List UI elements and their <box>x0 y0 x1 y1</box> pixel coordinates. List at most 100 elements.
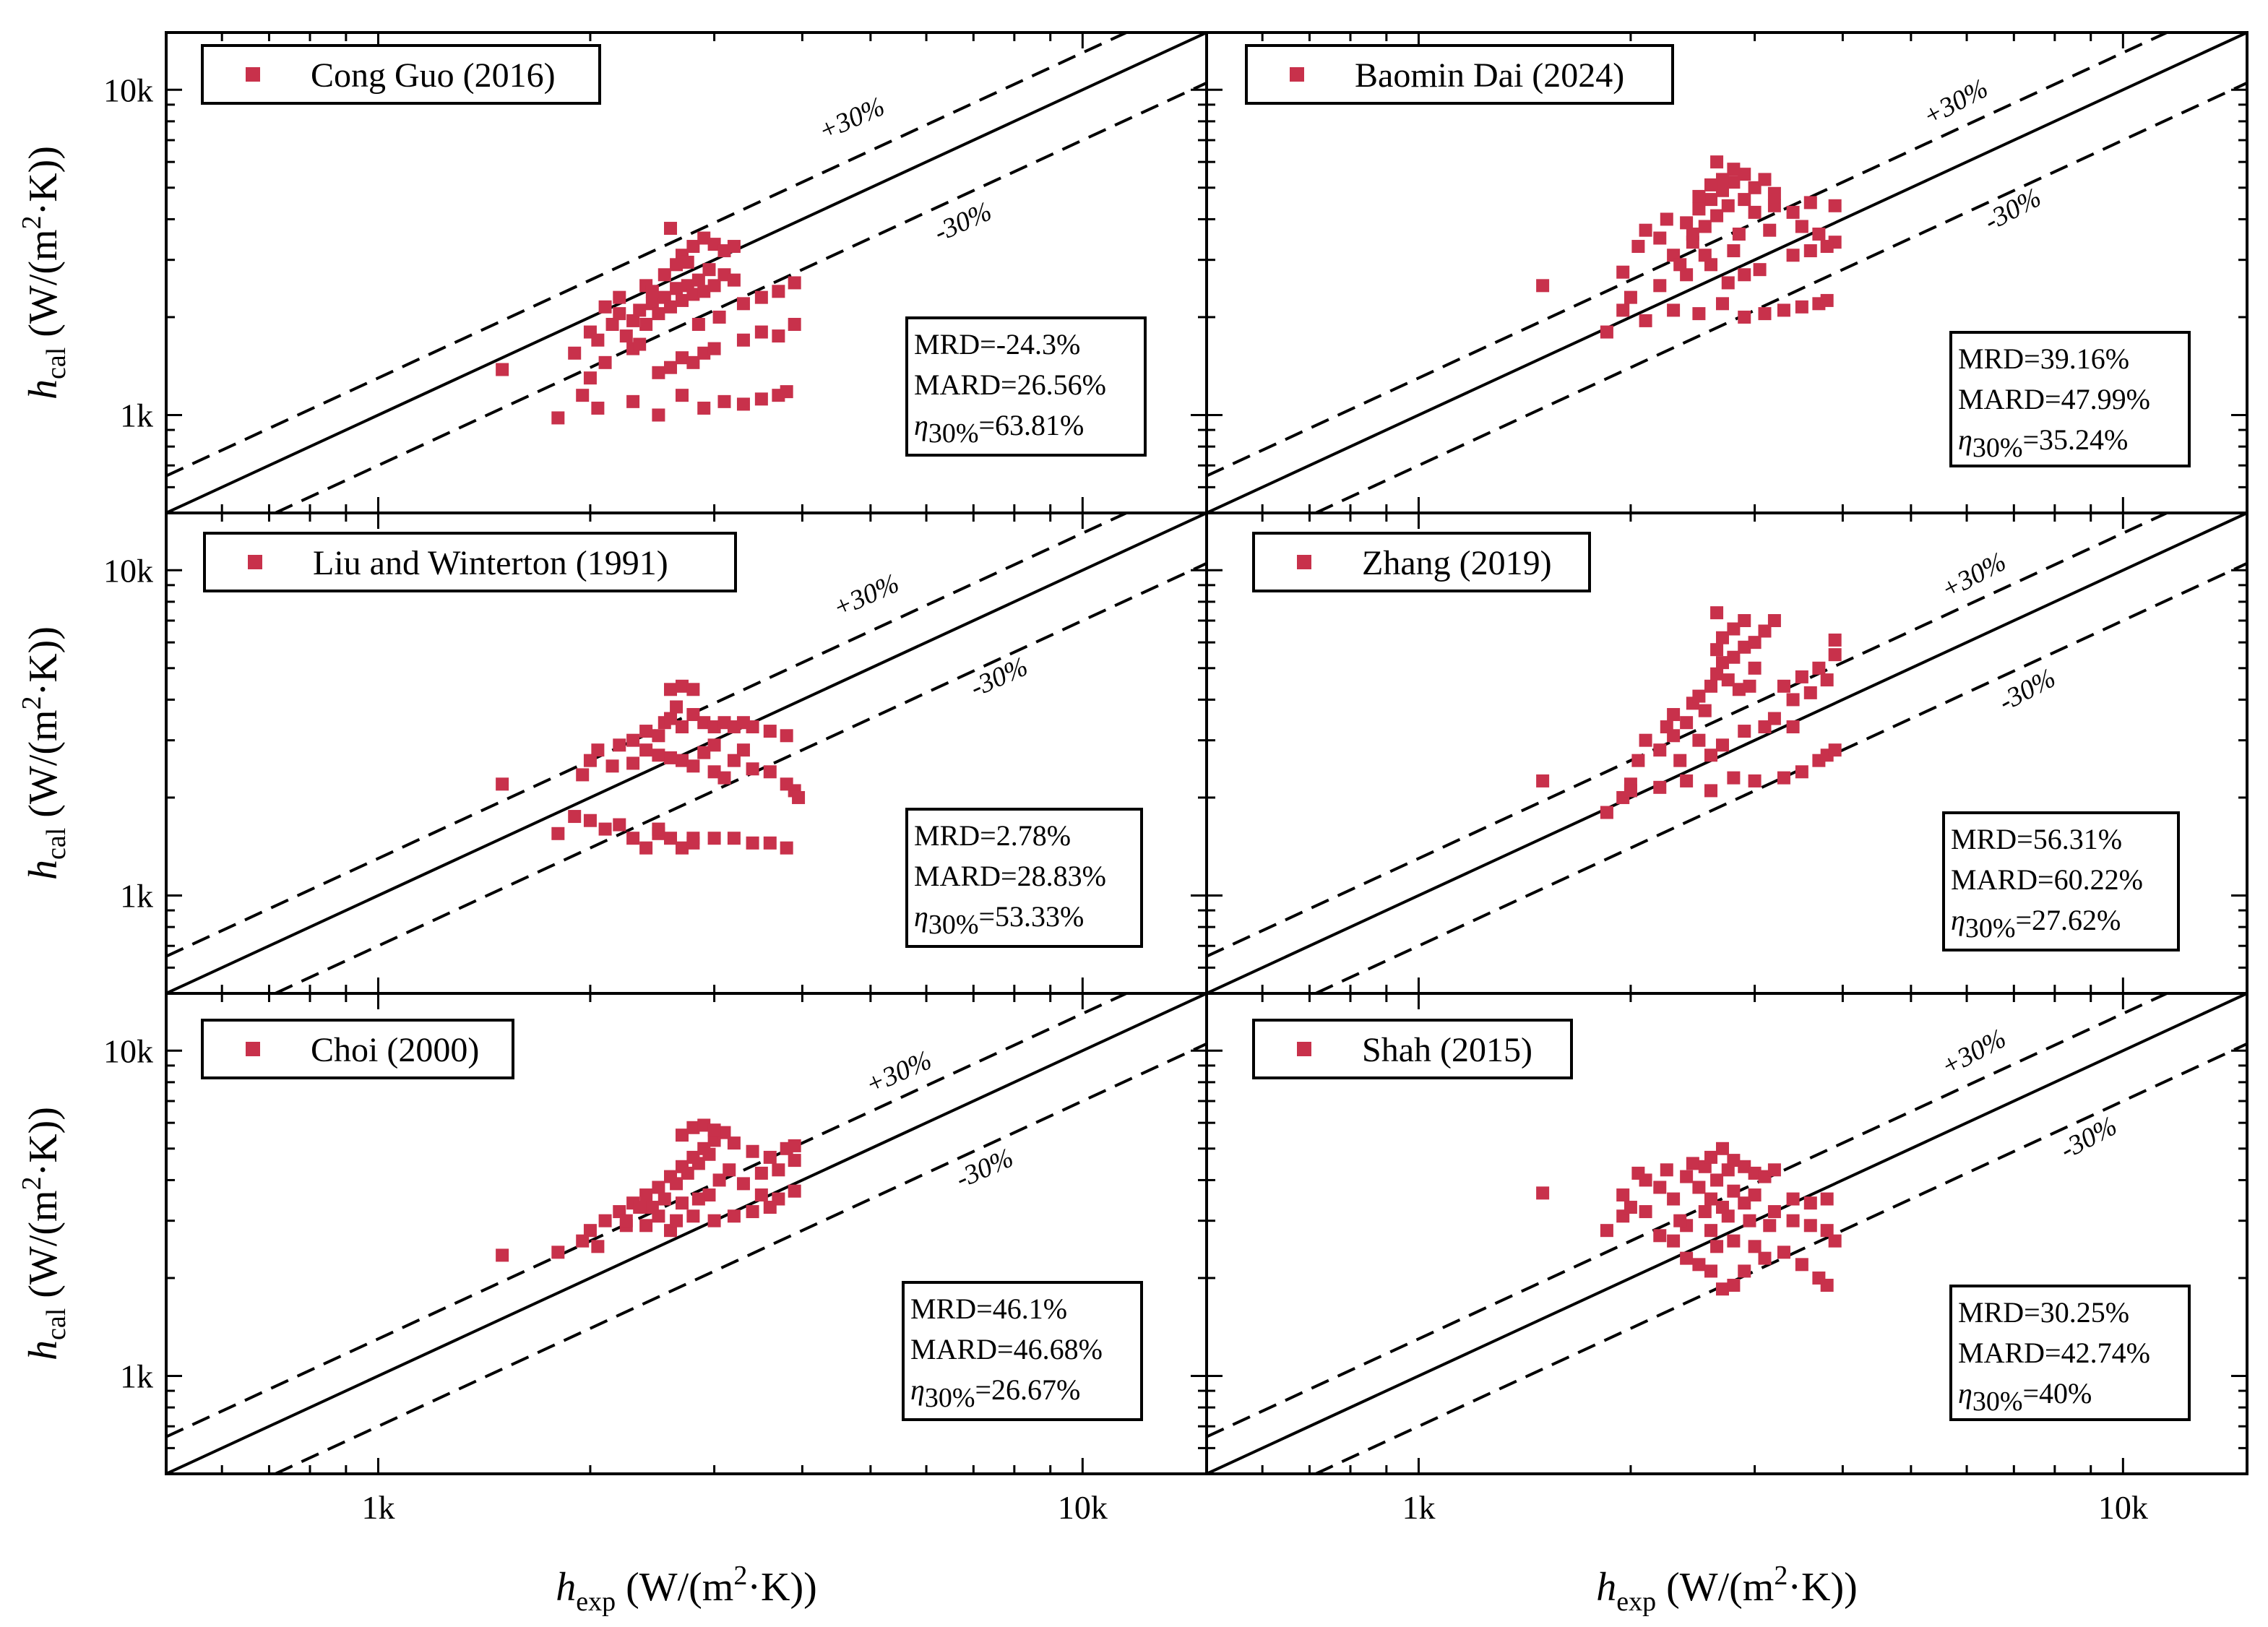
data-point <box>754 325 768 339</box>
x-tick-label: 1k <box>1402 1489 1435 1526</box>
data-point <box>788 1154 801 1168</box>
data-point <box>576 1234 590 1248</box>
data-point <box>1653 780 1667 794</box>
data-point <box>1624 1201 1637 1214</box>
data-point <box>1715 297 1729 311</box>
data-point <box>1616 303 1630 317</box>
data-point <box>1820 1192 1834 1206</box>
data-point <box>746 1205 759 1219</box>
data-point <box>670 1177 684 1191</box>
data-point <box>652 366 665 379</box>
y-tick-label: 10k <box>103 72 153 108</box>
data-point <box>1828 648 1842 662</box>
legend-marker <box>1290 67 1304 82</box>
data-point <box>697 716 711 730</box>
data-point <box>1680 774 1694 787</box>
data-point <box>746 720 759 734</box>
stat-mard: MARD=42.74% <box>1958 1337 2150 1369</box>
data-point <box>1727 771 1741 785</box>
data-point <box>754 290 768 304</box>
data-point <box>1704 1264 1718 1278</box>
data-point <box>675 389 689 402</box>
data-point <box>1763 1219 1777 1233</box>
data-point <box>1777 1246 1790 1259</box>
data-point <box>1786 720 1800 734</box>
legend-marker <box>1297 555 1311 569</box>
data-point <box>736 297 750 311</box>
data-point <box>1710 1173 1724 1187</box>
data-point <box>652 408 665 422</box>
data-point <box>1812 228 1826 241</box>
deviation-label-lower: -30% <box>952 1142 1018 1194</box>
data-point <box>717 394 731 408</box>
data-point <box>675 720 689 734</box>
data-point <box>1758 307 1772 321</box>
reference-line-lower <box>275 81 1207 513</box>
data-point <box>1721 276 1735 290</box>
data-point <box>1667 1192 1681 1206</box>
data-point <box>598 1214 612 1227</box>
data-point <box>763 1150 777 1164</box>
x-tick-label: 1k <box>361 1489 394 1526</box>
data-point <box>1828 199 1842 212</box>
data-point <box>1727 1154 1741 1168</box>
data-point <box>1680 1251 1694 1265</box>
deviation-label-upper: +30% <box>1936 1023 2012 1082</box>
stat-mrd: MRD=56.31% <box>1951 823 2122 855</box>
data-point <box>1710 155 1724 169</box>
data-point <box>1673 258 1687 272</box>
data-point <box>691 1192 705 1206</box>
stat-mrd: MRD=46.1% <box>910 1292 1067 1325</box>
y-axis-label: hcal (W/(m2·K)) <box>17 146 72 400</box>
data-point <box>697 746 711 759</box>
data-point <box>675 1196 689 1210</box>
stats-box <box>905 316 1147 457</box>
data-point <box>1738 640 1751 654</box>
data-point <box>1715 1282 1729 1296</box>
data-point <box>1727 650 1741 664</box>
data-point <box>613 818 626 832</box>
data-point <box>1812 661 1826 675</box>
data-point <box>763 1201 777 1214</box>
data-point <box>664 683 678 696</box>
data-point <box>1710 606 1724 620</box>
data-point <box>619 329 633 343</box>
data-point <box>605 317 619 331</box>
data-point <box>1803 1196 1817 1210</box>
data-point <box>1748 636 1762 649</box>
data-point <box>598 822 612 836</box>
data-point <box>1803 244 1817 258</box>
y-tick-label: 1k <box>120 877 153 914</box>
data-point <box>633 1201 647 1214</box>
data-point <box>1727 163 1741 176</box>
data-point <box>626 832 640 845</box>
data-point <box>1692 1181 1706 1194</box>
data-point <box>1686 1157 1699 1170</box>
legend-label: Baomin Dai (2024) <box>1355 56 1624 95</box>
data-point <box>1721 1209 1735 1223</box>
data-point <box>686 240 700 254</box>
data-point <box>772 285 785 298</box>
panel-frame <box>1205 992 2248 1475</box>
data-point <box>792 790 806 804</box>
data-point <box>1795 300 1808 314</box>
data-point <box>1758 1251 1772 1265</box>
stat-mrd: MRD=30.25% <box>1958 1296 2129 1329</box>
data-point <box>702 1147 716 1161</box>
data-point <box>675 293 689 307</box>
data-point <box>1715 738 1729 752</box>
data-point <box>727 240 741 254</box>
stats-box <box>905 808 1143 948</box>
legend-label: Choi (2000) <box>311 1031 479 1069</box>
data-point <box>1777 771 1790 785</box>
data-point <box>1727 622 1741 636</box>
data-point <box>1653 1181 1667 1194</box>
data-point <box>1721 673 1735 687</box>
data-point <box>1710 667 1724 681</box>
data-point <box>1660 1163 1673 1177</box>
data-point <box>1692 202 1706 216</box>
data-point <box>1639 1205 1652 1219</box>
data-point <box>1820 1224 1834 1238</box>
stat-mard: MARD=46.68% <box>910 1333 1103 1365</box>
data-point <box>697 231 711 245</box>
